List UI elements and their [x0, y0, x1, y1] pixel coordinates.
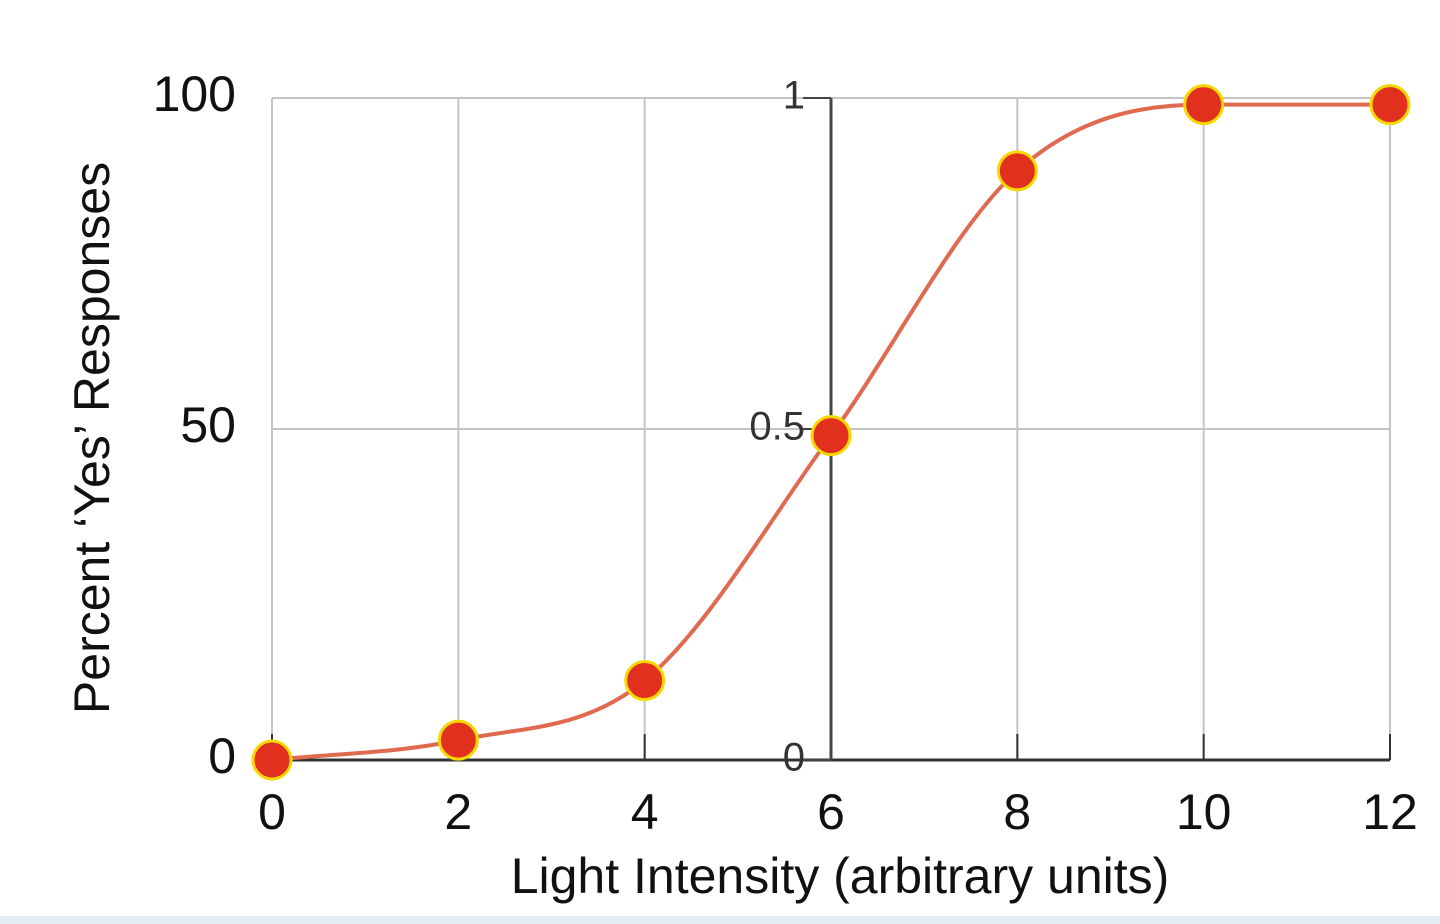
- data-point: [437, 719, 479, 761]
- data-point: [996, 150, 1038, 192]
- data-point: [1183, 84, 1225, 126]
- data-point: [810, 415, 852, 457]
- x-tick-label: 2: [444, 784, 472, 840]
- data-point: [1369, 84, 1411, 126]
- data-point: [624, 660, 666, 702]
- y2-tick-label: 0: [783, 736, 805, 780]
- data-point: [251, 739, 293, 781]
- x-axis-title: Light Intensity (arbitrary units): [511, 848, 1170, 904]
- y-tick-label: 0: [208, 728, 236, 784]
- x-tick-label: 8: [1003, 784, 1031, 840]
- y-tick-label: 100: [153, 66, 236, 122]
- x-tick-label: 4: [631, 784, 659, 840]
- y2-tick-label: 0.5: [749, 405, 805, 449]
- bottom-strip: [0, 916, 1440, 924]
- x-tick-label: 12: [1362, 784, 1418, 840]
- x-tick-label: 6: [817, 784, 845, 840]
- y-tick-label: 50: [180, 397, 236, 453]
- x-tick-label: 10: [1176, 784, 1232, 840]
- y2-tick-label: 1: [783, 74, 805, 118]
- y-axis-title: Percent ‘Yes’ Responses: [64, 162, 120, 714]
- x-tick-label: 0: [258, 784, 286, 840]
